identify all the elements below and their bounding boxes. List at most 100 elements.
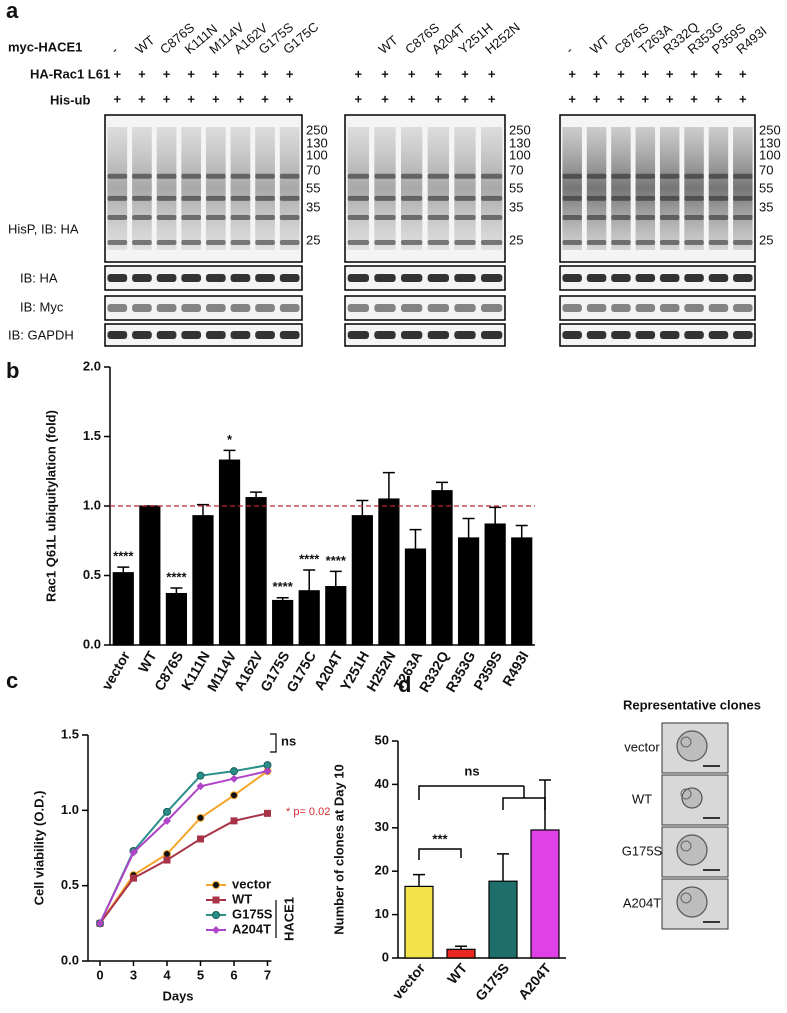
smear <box>401 127 423 250</box>
clone-cell <box>680 736 692 748</box>
blot <box>344 295 506 321</box>
band <box>481 331 503 339</box>
clone-cell <box>680 840 692 852</box>
mw-label: 70 <box>759 162 773 177</box>
band <box>481 304 503 312</box>
plus: + <box>461 66 469 81</box>
error-bar <box>436 481 449 491</box>
bar <box>325 586 347 646</box>
row-label: IB: HA <box>20 270 58 285</box>
significance: * <box>227 432 233 447</box>
smear <box>454 127 476 250</box>
band <box>279 195 300 201</box>
band <box>481 195 503 201</box>
band <box>107 173 128 179</box>
mw-label: 70 <box>509 162 523 177</box>
panel-label: d <box>398 672 411 697</box>
plus: + <box>138 66 146 81</box>
band <box>659 274 680 282</box>
mw-label: 35 <box>509 199 523 214</box>
band <box>454 304 476 312</box>
band <box>454 274 476 282</box>
x-tick-label: R493I <box>499 648 532 688</box>
y-tick-label: 1.0 <box>61 802 79 817</box>
marker <box>212 881 220 889</box>
clones-title: Representative clones <box>623 697 761 712</box>
lane-label: WT <box>587 32 612 57</box>
mw-label: 25 <box>509 232 523 247</box>
smear <box>255 127 275 250</box>
band <box>279 274 300 282</box>
plus: + <box>593 66 601 81</box>
bar <box>404 885 434 959</box>
y-tick-label: 40 <box>375 776 389 791</box>
band <box>635 173 656 179</box>
plus: + <box>488 91 496 106</box>
band <box>156 173 177 179</box>
x-tick-label: A204T <box>515 960 555 1003</box>
marker <box>130 874 137 882</box>
significance: **** <box>273 579 294 594</box>
smear <box>205 127 226 250</box>
band <box>107 304 128 312</box>
plus: + <box>435 91 443 106</box>
band <box>205 173 226 179</box>
x-tick-label: WT <box>135 648 160 675</box>
error-bar <box>356 499 369 516</box>
band <box>586 239 607 245</box>
smear <box>107 127 128 250</box>
plus: + <box>381 91 389 106</box>
band <box>181 274 202 282</box>
row-label: HA-Rac1 L61 <box>30 66 110 81</box>
band <box>659 173 680 179</box>
y-tick-label: 0.0 <box>83 636 101 651</box>
mw-label: 130 <box>759 135 781 150</box>
plus: + <box>715 66 723 81</box>
plus: + <box>114 91 122 106</box>
marker <box>197 835 204 843</box>
plus: + <box>212 91 220 106</box>
x-tick-label: 6 <box>230 967 237 982</box>
band <box>401 195 423 201</box>
band <box>401 274 423 282</box>
plus: + <box>642 66 650 81</box>
band <box>427 195 449 201</box>
band <box>156 274 177 282</box>
annotation: ns <box>464 763 479 778</box>
annotation: *** <box>432 831 448 846</box>
error-bar <box>462 517 475 538</box>
band <box>562 173 582 179</box>
plus: + <box>114 66 122 81</box>
plus: + <box>690 66 698 81</box>
smear <box>659 127 680 250</box>
x-tick-label: vector <box>389 960 429 1003</box>
band <box>181 331 202 339</box>
band <box>132 304 152 312</box>
band <box>684 173 704 179</box>
band <box>562 239 582 245</box>
band <box>635 304 656 312</box>
band <box>733 195 753 201</box>
band <box>230 173 251 179</box>
band <box>132 214 152 220</box>
mw-label: 55 <box>306 180 320 195</box>
panel-label: c <box>6 668 18 693</box>
y-tick-label: 0.5 <box>83 567 101 582</box>
band <box>454 214 476 220</box>
band <box>279 331 300 339</box>
band <box>586 214 607 220</box>
smear <box>481 127 503 250</box>
band <box>708 195 729 201</box>
band <box>181 239 202 245</box>
legend-label: vector <box>232 876 271 891</box>
x-tick-label: WT <box>444 960 471 987</box>
clone-label: A204T <box>623 895 661 910</box>
mw-label: 35 <box>306 199 320 214</box>
bar <box>484 523 506 646</box>
plus: + <box>617 91 625 106</box>
plus: + <box>187 66 195 81</box>
x-tick-label: 3 <box>130 967 137 982</box>
band <box>230 239 251 245</box>
blot <box>344 323 506 347</box>
significance: **** <box>299 551 320 566</box>
